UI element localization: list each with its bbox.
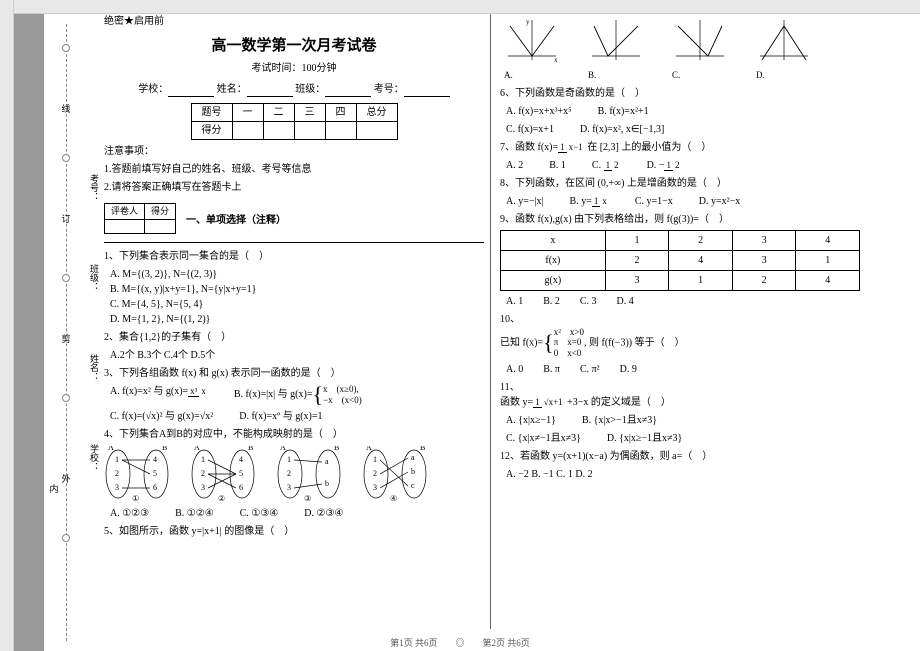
svg-text:③: ③	[304, 494, 311, 502]
svg-text:B: B	[334, 446, 339, 452]
binding-label: 订	[60, 214, 73, 223]
svg-text:c: c	[411, 481, 415, 490]
exam-title: 高一数学第一次月考试卷	[104, 35, 484, 58]
svg-text:3: 3	[287, 483, 291, 492]
svg-text:3: 3	[115, 483, 119, 492]
q2-text: 2、集合{1,2}的子集有（ ）	[104, 330, 484, 345]
svg-text:B: B	[420, 446, 425, 452]
binding-label: 线	[60, 104, 73, 113]
svg-text:3: 3	[373, 483, 377, 492]
q6-row1: A. f(x)=x+x³+x⁵B. f(x)=x²+1	[506, 104, 900, 119]
ruler-horizontal	[0, 0, 920, 14]
q1-opt: D. M={1, 2}, N={(1, 2)}	[110, 312, 484, 327]
q11-text: 11、 函数 y=1√x+1 +3−x 的定义域是（ ）	[500, 380, 900, 410]
page-right: x y A. B. C. D. 6、下列函数是奇函数的是（ ） A. f(x)=x…	[500, 14, 900, 651]
svg-text:④: ④	[390, 494, 397, 502]
q3-text: 3、下列各组函数 f(x) 和 g(x) 表示同一函数的是（ ）	[104, 366, 484, 381]
mapping-diagrams-svg: AB 123 456 ① AB 123 456 ② AB 123 ab ③	[104, 446, 444, 502]
q9-table: x1234 f(x)2431 g(x)3124	[500, 230, 860, 291]
q12-text: 12、若函数 y=(x+1)(x−a) 为偶函数，则 a=（ ）	[500, 449, 900, 464]
svg-text:1: 1	[287, 455, 291, 464]
svg-text:4: 4	[239, 455, 243, 464]
q11-r2: C. {x|x≠−1且x≠3}D. {x|x≥−1且x≠3}	[506, 431, 900, 446]
q1-opt: B. M={(x, y)|x+y=1}, N={y|x+y=1}	[110, 282, 484, 297]
binding-label: 内	[48, 484, 61, 493]
svg-text:1: 1	[201, 455, 205, 464]
svg-text:A: A	[366, 446, 372, 452]
q8-opts: A. y=−|x| B. y=1x C. y=1−x D. y=x²−x	[506, 194, 900, 209]
svg-text:①: ①	[132, 494, 139, 502]
q9-opts: A. 1 B. 2 C. 3 D. 4	[506, 294, 900, 309]
svg-text:x: x	[554, 56, 558, 64]
q7-text: 7、函数 f(x)=1x−1 在 [2,3] 上的最小值为（ ）	[500, 140, 900, 155]
q3-row1: A. f(x)=x² 与 g(x)=x³x B. f(x)=|x| 与 g(x)…	[110, 384, 484, 406]
svg-text:b: b	[411, 467, 415, 476]
exam-duration: 考试时间：100分钟	[104, 61, 484, 76]
binding-label: 剪	[60, 334, 73, 343]
q5-text: 5、如图所示，函数 y=|x+1| 的图像是（ ）	[104, 524, 484, 539]
notice-2: 2.请将答案正确填写在答题卡上	[104, 180, 484, 195]
svg-text:2: 2	[115, 469, 119, 478]
q4-text: 4、下列集合A到B的对应中，不能构成映射的是（ ）	[104, 427, 484, 442]
svg-text:B: B	[162, 446, 167, 452]
svg-text:A: A	[280, 446, 286, 452]
q4-opts: A. ①②③B. ①②④C. ①③④D. ②③④	[110, 506, 484, 521]
page-left: 绝密★启用前 高一数学第一次月考试卷 考试时间：100分钟 学校： 姓名： 班级…	[104, 14, 484, 651]
page-footer: 第1页 共6页 ◎ 第2页 共6页	[0, 636, 920, 649]
svg-text:y: y	[526, 18, 530, 26]
svg-text:6: 6	[153, 483, 157, 492]
ruler-vertical	[0, 0, 14, 651]
svg-text:A: A	[108, 446, 114, 452]
margin-gutter	[14, 14, 44, 651]
q6-text: 6、下列函数是奇函数的是（ ）	[500, 86, 900, 101]
secret-label: 绝密★启用前	[104, 14, 484, 29]
q10-opts: A. 0 B. π C. π² D. 9	[506, 362, 900, 377]
svg-text:6: 6	[239, 483, 243, 492]
q5-label: A.	[504, 69, 560, 83]
score-table: 题号一二三四总分 得分	[191, 103, 398, 140]
svg-text:②: ②	[218, 494, 225, 502]
binding-strip: 线 订 剪 外 内	[44, 14, 88, 651]
svg-text:1: 1	[115, 455, 119, 464]
q4-diagrams: AB 123 456 ① AB 123 456 ② AB 123 ab ③	[104, 446, 484, 502]
q3-row2: C. f(x)=(√x)² 与 g(x)=√x² D. f(x)=xº 与 g(…	[110, 409, 484, 424]
q10-text: 10、 已知 f(x)={x² x>0π x=00 x<0, 则 f(f(−3)…	[500, 312, 900, 359]
q1-opt: A. M={(3, 2)}, N={(2, 3)}	[110, 267, 484, 282]
q9-text: 9、函数 f(x),g(x) 由下列表格给出，则 f(g(3))=（ ）	[500, 212, 900, 227]
svg-text:4: 4	[153, 455, 157, 464]
svg-text:B: B	[248, 446, 253, 452]
svg-text:a: a	[325, 457, 329, 466]
q11-r1: A. {x|x≥−1}B. {x|x>−1且x≠3}	[506, 413, 900, 428]
svg-text:5: 5	[239, 469, 243, 478]
svg-text:5: 5	[153, 469, 157, 478]
q5-label: B.	[588, 69, 644, 83]
binding-label: 外	[60, 474, 73, 483]
svg-text:a: a	[411, 453, 415, 462]
svg-text:2: 2	[373, 469, 377, 478]
svg-text:A: A	[194, 446, 200, 452]
q7-opts: A. 2B. 1 C. 12 D. −12	[506, 158, 900, 173]
grader-box: 评卷人得分	[104, 203, 176, 235]
q2-opts: A.2个 B.3个 C.4个 D.5个	[110, 348, 484, 363]
q6-row2: C. f(x)=x+1D. f(x)=x², x∈[−1,3]	[506, 122, 900, 137]
fill-row: 学校： 姓名： 班级： 考号：	[104, 82, 484, 97]
q1-text: 1、下列集合表示同一集合的是（ ）	[104, 249, 484, 264]
svg-text:1: 1	[373, 455, 377, 464]
q12-opts: A. −2 B. −1 C. 1 D. 2	[506, 467, 900, 482]
page-divider	[490, 14, 491, 629]
q5-graphs: x y A. B. C. D.	[504, 16, 900, 83]
side-fill-column: 学校： 姓名： 班级： 考号：	[88, 14, 102, 651]
q1-opt: C. M={4, 5}, N={5, 4}	[110, 297, 484, 312]
notice-header: 注意事项：	[104, 144, 484, 159]
svg-text:b: b	[325, 479, 329, 488]
q8-text: 8、下列函数，在区间 (0,+∞) 上是增函数的是（ ）	[500, 176, 900, 191]
section-1-title: 一、单项选择（注释）	[186, 213, 286, 228]
notice-1: 1.答题前填写好自己的姓名、班级、考号等信息	[104, 162, 484, 177]
q5-label: D.	[756, 69, 812, 83]
svg-text:2: 2	[201, 469, 205, 478]
svg-text:3: 3	[201, 483, 205, 492]
svg-text:2: 2	[287, 469, 291, 478]
q5-label: C.	[672, 69, 728, 83]
